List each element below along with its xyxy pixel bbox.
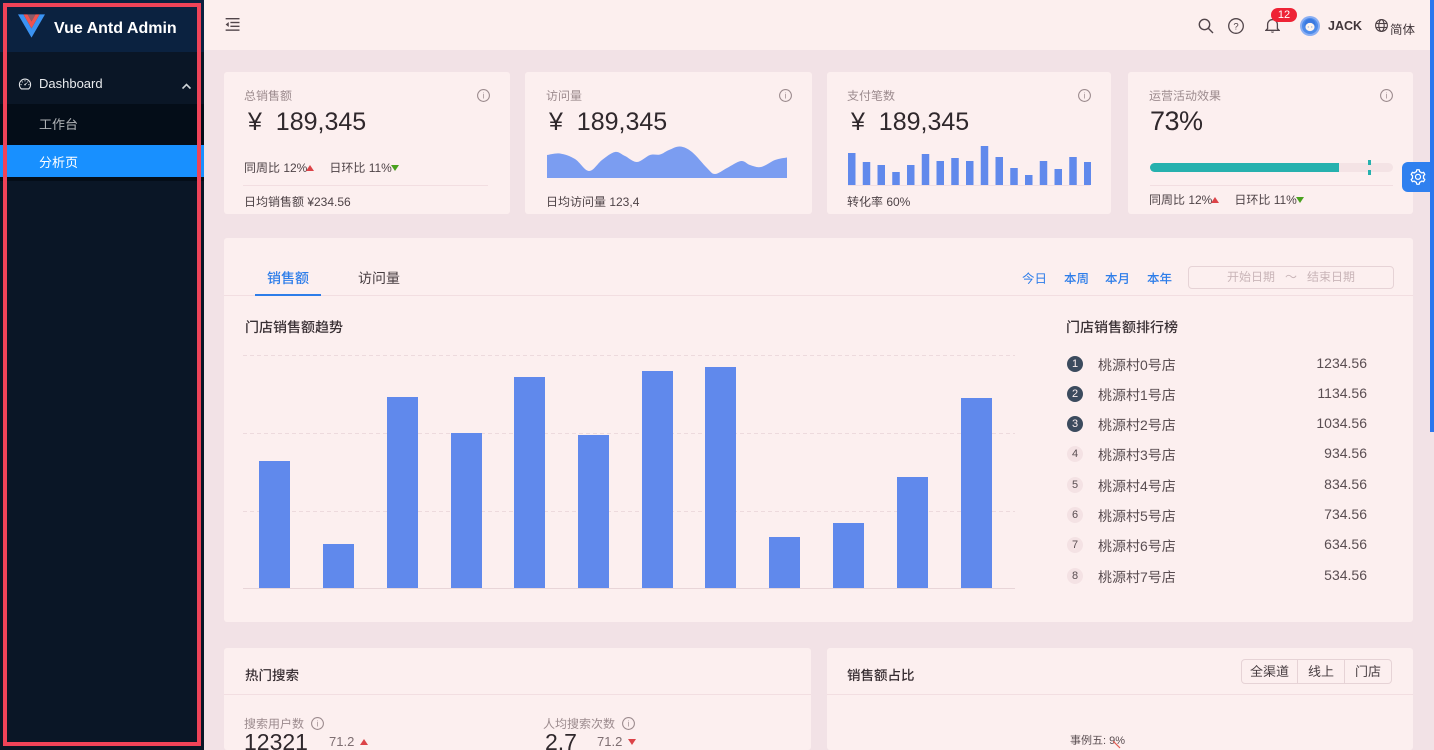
svg-text:i: i xyxy=(627,720,629,729)
svg-text:i: i xyxy=(1386,92,1388,101)
svg-text:i: i xyxy=(1084,92,1086,101)
svg-text:i: i xyxy=(785,92,787,101)
svg-text:i: i xyxy=(483,92,485,101)
svg-text:?: ? xyxy=(1233,21,1238,32)
svg-text:i: i xyxy=(316,720,318,729)
